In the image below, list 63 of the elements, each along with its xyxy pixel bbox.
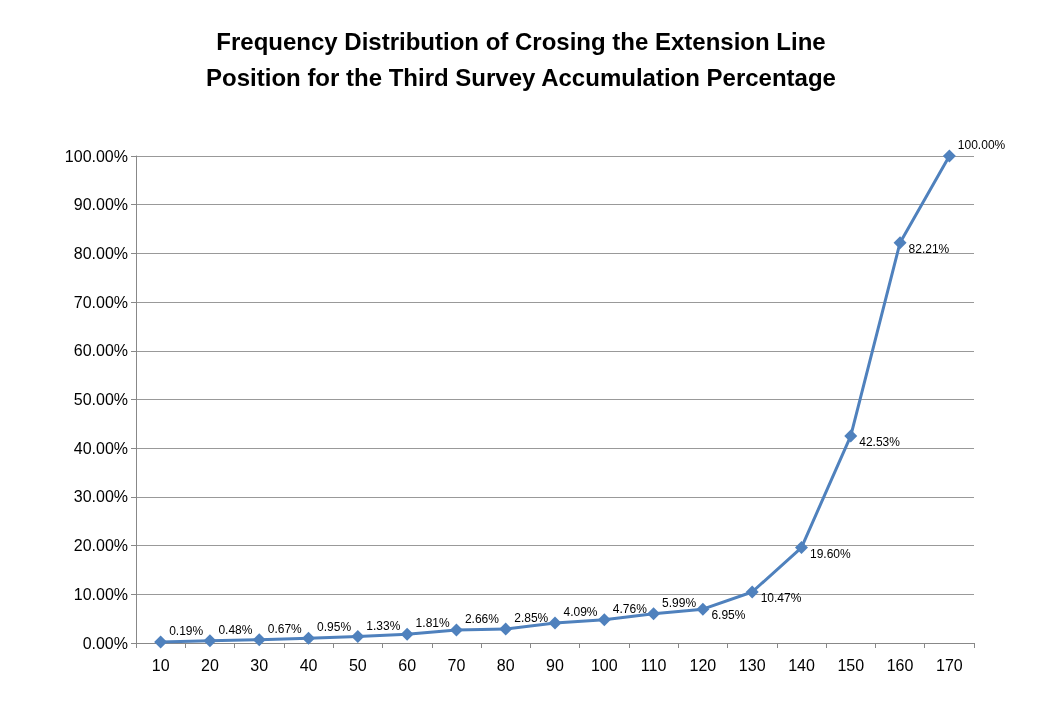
x-tick-label: 60 bbox=[398, 656, 417, 674]
point bbox=[794, 541, 808, 555]
point bbox=[597, 613, 611, 627]
data-label: 4.76% bbox=[612, 601, 648, 616]
y-tick-label: 30.00% bbox=[73, 488, 128, 506]
x-tick-label: 120 bbox=[689, 656, 717, 674]
data-label: 2.66% bbox=[464, 612, 500, 627]
x-tick-label: 160 bbox=[886, 656, 914, 674]
point bbox=[499, 622, 513, 636]
point bbox=[942, 149, 956, 163]
y-tick-label: 0.00% bbox=[82, 634, 128, 652]
y-tick-label: 90.00% bbox=[73, 196, 128, 214]
point bbox=[302, 631, 316, 645]
x-tick-label: 130 bbox=[738, 656, 766, 674]
x-tick-label: 100 bbox=[590, 656, 618, 674]
x-tick-label: 50 bbox=[348, 656, 367, 674]
point bbox=[351, 630, 365, 644]
x-tick-label: 90 bbox=[546, 656, 564, 674]
data-label: 0.95% bbox=[317, 620, 352, 635]
x-tick-label: 40 bbox=[299, 656, 318, 674]
data-label: 19.60% bbox=[809, 546, 851, 561]
data-label: 82.21% bbox=[908, 241, 950, 256]
y-tick-label: 80.00% bbox=[73, 244, 128, 262]
data-label: 0.19% bbox=[169, 624, 204, 639]
data-label: 4.09% bbox=[563, 605, 598, 620]
point bbox=[400, 627, 414, 641]
y-tick-label: 40.00% bbox=[73, 439, 128, 457]
x-tick-label: 70 bbox=[447, 656, 466, 674]
chart-title: Frequency Distribution of Crosing the Extension Line Position for the Third Survey Accumulation Percentage bbox=[206, 27, 836, 91]
data-label: 1.81% bbox=[415, 616, 450, 631]
point bbox=[548, 616, 562, 630]
data-label: 5.99% bbox=[662, 595, 697, 610]
y-tick-label: 100.00% bbox=[64, 147, 128, 165]
x-tick-label: 150 bbox=[837, 656, 865, 674]
point bbox=[252, 633, 266, 647]
x-tick-label: 10 bbox=[151, 656, 170, 674]
data-label: 0.67% bbox=[267, 621, 303, 636]
point bbox=[844, 429, 858, 443]
point bbox=[647, 607, 661, 621]
data-label: 2.85% bbox=[514, 611, 549, 626]
x-tick-label: 80 bbox=[496, 656, 515, 674]
y-tick-label: 20.00% bbox=[73, 537, 128, 555]
x-tick-label: 30 bbox=[250, 656, 269, 674]
data-label: 10.47% bbox=[760, 591, 802, 606]
point bbox=[745, 585, 759, 599]
point bbox=[696, 602, 710, 616]
data-label: 42.53% bbox=[859, 434, 901, 449]
data-label: 100.00% bbox=[957, 138, 1006, 152]
y-tick-label: 60.00% bbox=[73, 342, 128, 360]
x-tick-label: 140 bbox=[788, 656, 815, 674]
y-tick-label: 10.00% bbox=[73, 585, 128, 603]
data-label: 1.33% bbox=[366, 618, 401, 633]
x-tick-label: 110 bbox=[640, 656, 667, 674]
point bbox=[449, 623, 463, 637]
x-tick-label: 170 bbox=[936, 656, 963, 674]
data-label: 6.95% bbox=[711, 608, 746, 623]
y-tick-label: 50.00% bbox=[73, 391, 128, 408]
y-tick-label: 70.00% bbox=[73, 293, 128, 311]
data-label: 0.48% bbox=[218, 622, 253, 637]
point bbox=[154, 635, 168, 649]
point bbox=[893, 236, 907, 250]
point bbox=[203, 634, 217, 648]
x-tick-label: 20 bbox=[201, 656, 219, 674]
